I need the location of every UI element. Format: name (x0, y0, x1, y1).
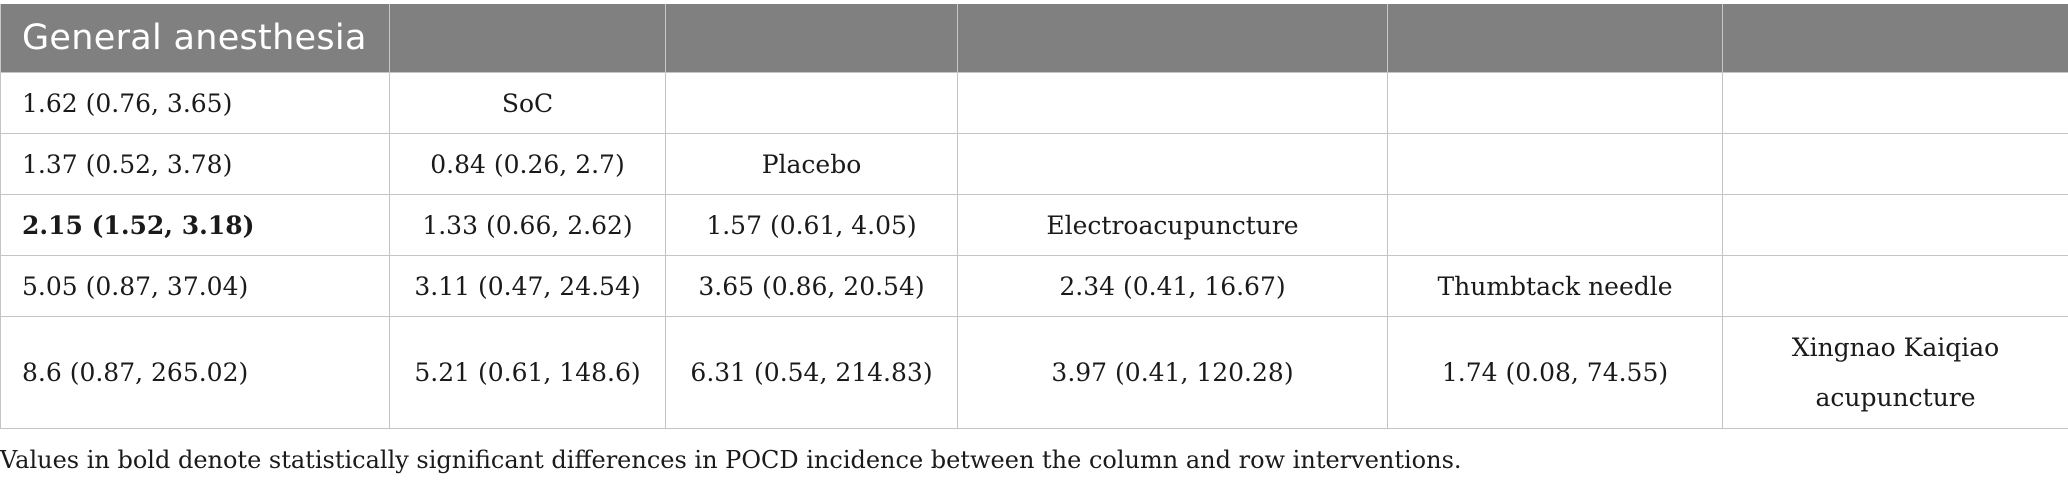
table-cell-xingnao-kaiqiao-acupuncture: Xingnao Kaiqiao acupuncture (1722, 316, 2068, 429)
table-cell: 0.84 (0.26, 2.7) (389, 133, 666, 195)
table-cell: 5.21 (0.61, 148.6) (389, 316, 666, 429)
table-cell (1722, 72, 2068, 134)
league-table: General anesthesia 1.62 (0.76, 3.65) SoC… (0, 4, 2068, 429)
table-cell: 1.62 (0.76, 3.65) (0, 72, 390, 134)
header-cell (957, 4, 1388, 73)
table-cell: 1.57 (0.61, 4.05) (665, 194, 958, 256)
table-cell: 1.37 (0.52, 3.78) (0, 133, 390, 195)
table-cell-placebo: Placebo (665, 133, 958, 195)
header-cell (1722, 4, 2068, 73)
table-cell (665, 72, 958, 134)
table-row: 5.05 (0.87, 37.04) 3.11 (0.47, 24.54) 3.… (0, 255, 2068, 317)
table-cell: 8.6 (0.87, 265.02) (0, 316, 390, 429)
table-cell-soc: SoC (389, 72, 666, 134)
table-row: 2.15 (1.52, 3.18) 1.33 (0.66, 2.62) 1.57… (0, 194, 2068, 256)
table-cell (957, 72, 1388, 134)
table-cell: 3.11 (0.47, 24.54) (389, 255, 666, 317)
table-cell: 6.31 (0.54, 214.83) (665, 316, 958, 429)
table-cell: 2.34 (0.41, 16.67) (957, 255, 1388, 317)
table-cell (1387, 133, 1723, 195)
table-cell: 1.74 (0.08, 74.55) (1387, 316, 1723, 429)
table-cell: 3.97 (0.41, 120.28) (957, 316, 1388, 429)
table-cell (1722, 194, 2068, 256)
table-row: 8.6 (0.87, 265.02) 5.21 (0.61, 148.6) 6.… (0, 316, 2068, 429)
table-cell-significant: 2.15 (1.52, 3.18) (0, 194, 390, 256)
comparison-table-container: General anesthesia 1.62 (0.76, 3.65) SoC… (0, 4, 2068, 429)
table-cell (1387, 72, 1723, 134)
table-cell (1722, 255, 2068, 317)
table-cell: 5.05 (0.87, 37.04) (0, 255, 390, 317)
table-cell (957, 133, 1388, 195)
header-cell-general-anesthesia: General anesthesia (0, 4, 390, 73)
table-row: 1.62 (0.76, 3.65) SoC (0, 72, 2068, 134)
header-cell (665, 4, 958, 73)
table-footnote: Values in bold denote statistically sign… (0, 446, 1462, 474)
table-cell: 3.65 (0.86, 20.54) (665, 255, 958, 317)
table-cell: 1.33 (0.66, 2.62) (389, 194, 666, 256)
table-cell (1722, 133, 2068, 195)
header-cell (1387, 4, 1723, 73)
header-cell (389, 4, 666, 73)
table-cell-thumbtack-needle: Thumbtack needle (1387, 255, 1723, 317)
table-cell (1387, 194, 1723, 256)
table-header-row: General anesthesia (0, 4, 2068, 73)
table-cell-electroacupuncture: Electroacupuncture (957, 194, 1388, 256)
table-row: 1.37 (0.52, 3.78) 0.84 (0.26, 2.7) Place… (0, 133, 2068, 195)
